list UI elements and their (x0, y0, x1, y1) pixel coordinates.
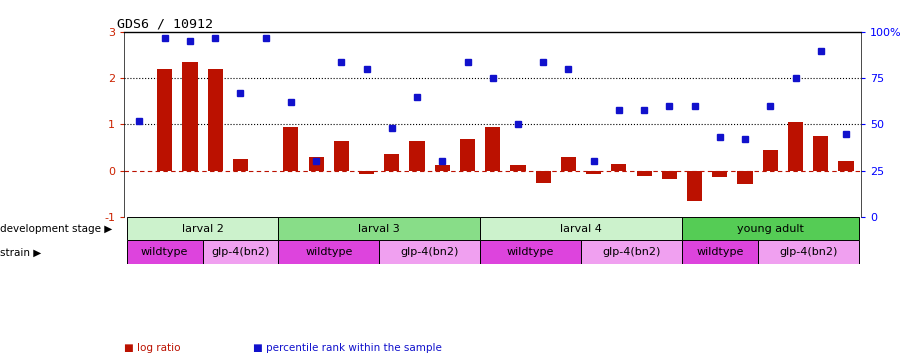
Bar (460, 139, 475, 171)
Text: wildtype: wildtype (141, 247, 189, 257)
Bar (682, 241, 758, 264)
Bar (536, 171, 551, 183)
Bar (384, 155, 400, 171)
Bar (712, 171, 728, 177)
Bar (738, 171, 752, 185)
Bar (758, 241, 858, 264)
Bar (788, 122, 803, 171)
Text: glp-4(bn2): glp-4(bn2) (401, 247, 459, 257)
Bar (763, 150, 778, 171)
Text: wildtype: wildtype (305, 247, 353, 257)
Bar (435, 165, 449, 171)
Text: larval 3: larval 3 (358, 223, 400, 233)
Text: strain ▶: strain ▶ (0, 247, 41, 257)
Bar (157, 69, 172, 171)
Bar (284, 127, 298, 171)
Bar (207, 69, 223, 171)
Bar (561, 157, 576, 171)
Bar (480, 217, 682, 241)
Bar (510, 165, 526, 171)
Bar (410, 141, 425, 171)
Bar (309, 157, 323, 171)
Text: ■ log ratio: ■ log ratio (124, 343, 181, 353)
Text: GDS6 / 10912: GDS6 / 10912 (117, 18, 213, 31)
Bar (127, 217, 278, 241)
Text: glp-4(bn2): glp-4(bn2) (602, 247, 660, 257)
Bar (379, 241, 480, 264)
Bar (586, 171, 601, 174)
Text: young adult: young adult (737, 223, 804, 233)
Text: larval 4: larval 4 (560, 223, 602, 233)
Text: development stage ▶: development stage ▶ (0, 223, 112, 233)
Bar (682, 217, 858, 241)
Bar (278, 241, 379, 264)
Bar (813, 136, 828, 171)
Text: wildtype: wildtype (696, 247, 743, 257)
Bar (480, 241, 581, 264)
Bar (127, 241, 203, 264)
Text: ■ percentile rank within the sample: ■ percentile rank within the sample (253, 343, 442, 353)
Bar (182, 62, 197, 171)
Bar (838, 161, 854, 171)
Bar (662, 171, 677, 179)
Bar (612, 164, 626, 171)
Bar (233, 159, 248, 171)
Bar (333, 141, 349, 171)
Bar (636, 171, 652, 176)
Bar (485, 127, 500, 171)
Text: wildtype: wildtype (507, 247, 554, 257)
Bar (687, 171, 702, 201)
Text: glp-4(bn2): glp-4(bn2) (779, 247, 837, 257)
Text: glp-4(bn2): glp-4(bn2) (211, 247, 270, 257)
Bar (203, 241, 278, 264)
Bar (278, 217, 480, 241)
Bar (359, 171, 374, 174)
Bar (581, 241, 682, 264)
Text: larval 2: larval 2 (181, 223, 224, 233)
